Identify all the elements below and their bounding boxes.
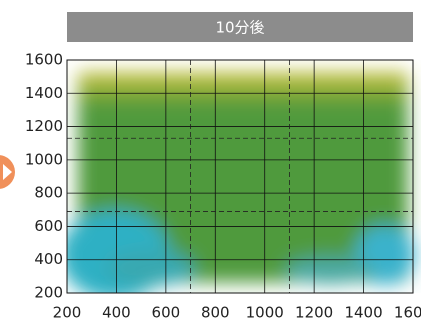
y-tick-label: 1000 [25,150,63,168]
x-tick-label: 1600 [394,304,421,322]
x-tick-label: 400 [102,304,131,322]
x-tick-label: 1200 [295,304,333,322]
y-tick-label: 800 [34,184,63,202]
x-tick-label: 800 [201,304,230,322]
heat-field [67,72,415,293]
y-tick-label: 1400 [25,84,63,102]
y-tick-label: 1200 [25,117,63,135]
y-tick-label: 400 [34,250,63,268]
x-tick-label: 600 [152,304,181,322]
nav-arrow-icon [3,164,12,180]
y-tick-label: 600 [34,217,63,235]
title-bar [67,12,413,42]
x-tick-label: 1000 [246,304,284,322]
y-tick-label: 200 [34,284,63,302]
x-tick-label: 200 [53,304,82,322]
plot-frame [66,59,414,294]
y-tick-label: 1600 [25,51,63,69]
chart-title: 10分後 [215,19,264,37]
x-tick-label: 1400 [344,304,382,322]
